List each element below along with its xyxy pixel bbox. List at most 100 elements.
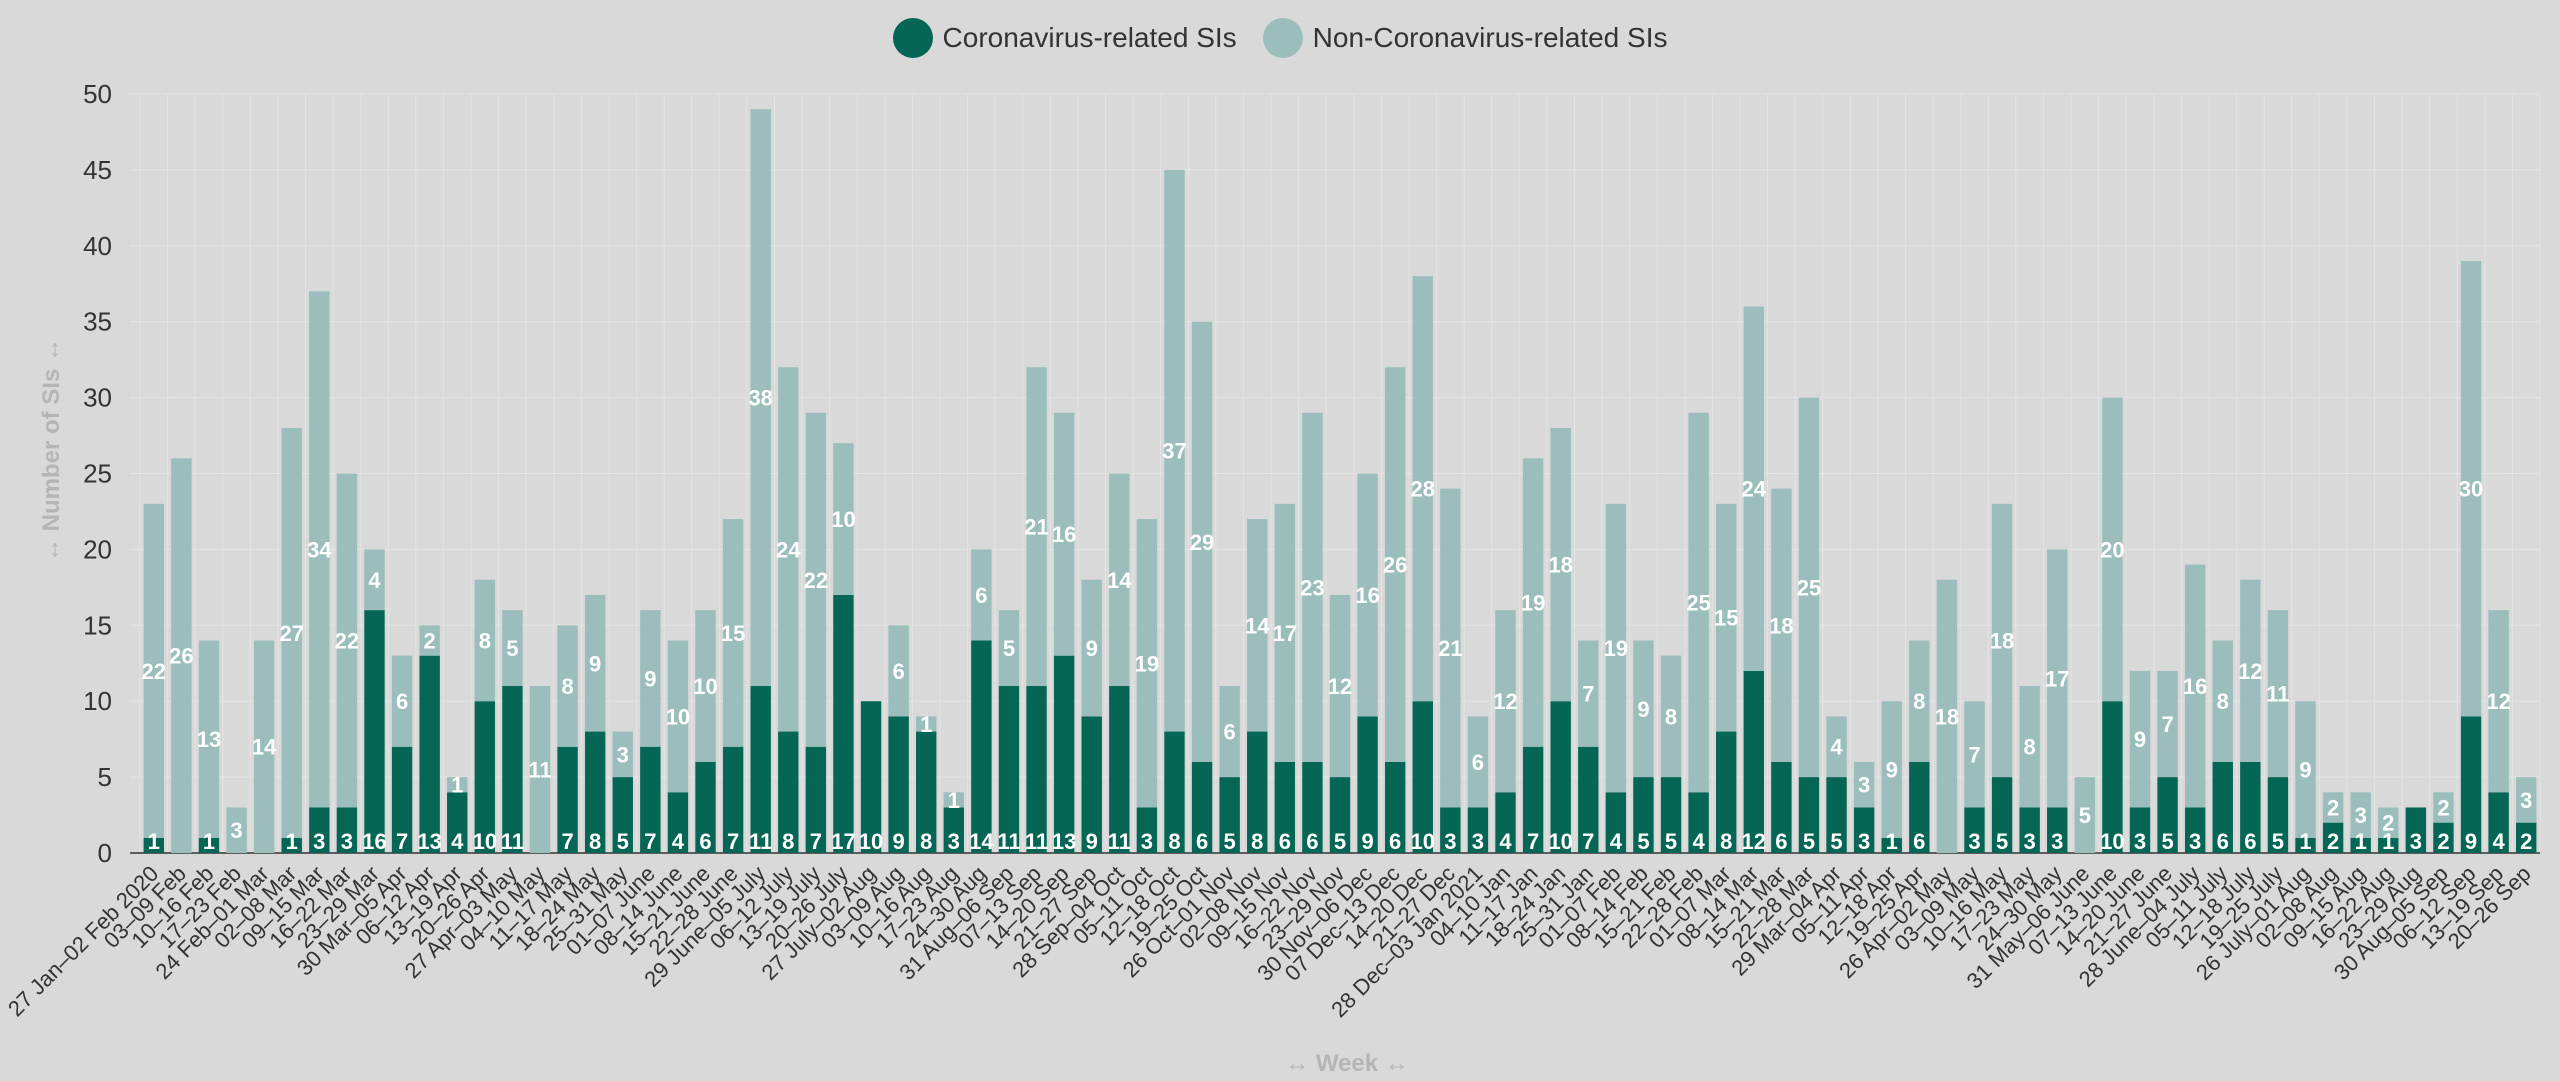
bar-coronavirus (2378, 837, 2399, 853)
bar-coronavirus (888, 716, 909, 853)
bar-coronavirus (1522, 746, 1544, 853)
bar-coronavirus (750, 686, 771, 853)
bar-coronavirus (1716, 731, 1737, 853)
data-label-coronavirus: 6 (2217, 829, 2229, 854)
bar-non-coronavirus (1716, 503, 1737, 732)
data-label-non-coronavirus: 3 (1858, 773, 1870, 798)
data-label-non-coronavirus: 15 (721, 621, 745, 646)
bar-non-coronavirus (502, 610, 523, 687)
data-label-coronavirus: 10 (473, 829, 497, 854)
data-label-non-coronavirus: 3 (2355, 803, 2367, 828)
data-label-coronavirus: 10 (1548, 829, 1572, 854)
bar-coronavirus (1384, 761, 1406, 853)
y-tick-label: 15 (83, 610, 112, 640)
data-label-non-coronavirus: 17 (2045, 666, 2069, 691)
bar-coronavirus (502, 686, 523, 853)
bar-non-coronavirus (2129, 670, 2151, 808)
bar-coronavirus (1247, 731, 1268, 853)
bar-coronavirus (1881, 837, 1902, 853)
legend-item-non-coronavirus[interactable]: Non-Coronavirus-related SIs (1262, 18, 1667, 58)
data-label-coronavirus: 8 (1251, 829, 1263, 854)
data-label-coronavirus: 8 (920, 829, 932, 854)
data-label-coronavirus: 4 (1499, 829, 1512, 854)
bar-coronavirus (474, 701, 496, 853)
data-label-coronavirus: 8 (1720, 829, 1732, 854)
bar-non-coronavirus (1522, 458, 1544, 747)
data-label-non-coronavirus: 9 (1637, 697, 1649, 722)
data-label-coronavirus: 5 (617, 829, 629, 854)
bar-coronavirus (916, 731, 937, 853)
data-label-coronavirus: 3 (2134, 829, 2146, 854)
data-label-non-coronavirus: 16 (1052, 522, 1076, 547)
legend: Coronavirus-related SIs Non-Coronavirus-… (0, 18, 2560, 58)
data-label-coronavirus: 6 (699, 829, 711, 854)
data-label-non-coronavirus: 6 (975, 583, 987, 608)
data-label-coronavirus: 3 (2410, 829, 2422, 854)
data-label-coronavirus: 4 (2492, 829, 2505, 854)
bar-coronavirus (143, 837, 164, 853)
data-label-coronavirus: 9 (892, 829, 904, 854)
bar-non-coronavirus (1081, 579, 1102, 717)
data-label-non-coronavirus: 23 (1300, 575, 1324, 600)
bar-non-coronavirus (2295, 701, 2316, 838)
bar-coronavirus (1578, 746, 1599, 853)
bar-non-coronavirus (281, 427, 302, 838)
data-label-coronavirus: 7 (1582, 829, 1594, 854)
bar-non-coronavirus (1357, 473, 1378, 717)
data-label-non-coronavirus: 4 (368, 568, 381, 593)
data-label-non-coronavirus: 29 (1190, 530, 1214, 555)
bar-coronavirus (1660, 777, 1682, 853)
data-label-non-coronavirus: 28 (1411, 477, 1435, 502)
data-label-coronavirus: 11 (501, 829, 524, 854)
bar-non-coronavirus (2460, 260, 2482, 717)
bar-non-coronavirus (2212, 640, 2233, 762)
data-label-non-coronavirus: 8 (561, 674, 573, 699)
data-label-non-coronavirus: 8 (2217, 689, 2229, 714)
bar-coronavirus (640, 746, 661, 853)
bar-coronavirus (2019, 807, 2040, 853)
bar-coronavirus (336, 807, 358, 853)
data-label-coronavirus: 3 (2189, 829, 2201, 854)
data-label-coronavirus: 5 (1665, 829, 1677, 854)
data-label-non-coronavirus: 11 (528, 758, 551, 783)
bar-non-coronavirus (1219, 686, 1240, 778)
data-label-non-coronavirus: 6 (1472, 750, 1484, 775)
data-label-non-coronavirus: 9 (1886, 758, 1898, 783)
y-tick-label: 45 (83, 155, 112, 185)
data-label-non-coronavirus: 9 (2134, 727, 2146, 752)
bar-non-coronavirus (336, 473, 358, 808)
data-label-coronavirus: 6 (2244, 829, 2256, 854)
data-label-coronavirus: 13 (1052, 829, 1076, 854)
data-label-coronavirus: 9 (1086, 829, 1098, 854)
bar-non-coronavirus (971, 549, 992, 641)
data-label-non-coronavirus: 26 (169, 644, 193, 669)
bar-coronavirus (2212, 761, 2233, 853)
bar-non-coronavirus (529, 686, 551, 853)
bar-non-coronavirus (1053, 412, 1075, 656)
bar-non-coronavirus (1909, 640, 1930, 762)
data-label-non-coronavirus: 16 (2183, 674, 2207, 699)
data-label-coronavirus: 5 (1224, 829, 1236, 854)
data-label-non-coronavirus: 18 (1769, 613, 1793, 638)
bar-non-coronavirus (309, 291, 330, 808)
bar-coronavirus (2102, 701, 2123, 853)
data-label-non-coronavirus: 9 (644, 666, 656, 691)
bar-coronavirus (2267, 777, 2289, 853)
legend-item-coronavirus[interactable]: Coronavirus-related SIs (892, 18, 1237, 58)
data-label-non-coronavirus: 22 (804, 568, 828, 593)
bar-coronavirus (1550, 701, 1571, 853)
bar-coronavirus (1771, 761, 1792, 853)
y-tick-label: 0 (98, 838, 112, 868)
legend-swatch-non-coronavirus (1262, 18, 1303, 58)
bar-coronavirus (612, 777, 633, 853)
data-label-non-coronavirus: 12 (1493, 689, 1517, 714)
data-label-non-coronavirus: 19 (1604, 636, 1628, 661)
data-label-non-coronavirus: 11 (2266, 682, 2289, 707)
bar-non-coronavirus (1384, 367, 1406, 762)
data-label-coronavirus: 3 (1968, 829, 1980, 854)
data-label-coronavirus: 5 (1334, 829, 1346, 854)
bar-non-coronavirus (226, 807, 247, 853)
bar-non-coronavirus (833, 443, 854, 595)
bar-non-coronavirus (667, 640, 689, 793)
bar-coronavirus (943, 807, 964, 853)
